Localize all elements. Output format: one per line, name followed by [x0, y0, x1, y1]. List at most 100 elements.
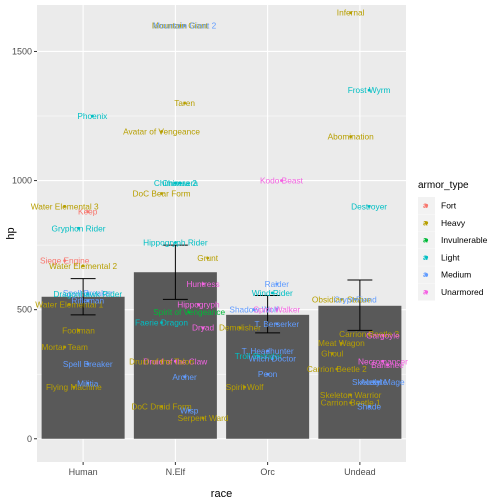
unit-label: Raider — [265, 279, 290, 289]
unit-point — [238, 326, 242, 330]
y-tick-label: 1500 — [12, 46, 32, 56]
unit-point — [372, 380, 376, 384]
unit-label: Grunt — [197, 253, 218, 263]
unit-point — [183, 375, 187, 379]
unit-label: Carrion Beetle 3 — [339, 329, 399, 339]
unit-point — [376, 380, 380, 384]
unit-point — [367, 204, 371, 208]
legend-key-glyph: a — [423, 253, 428, 262]
unit-point — [173, 181, 177, 185]
unit-point — [330, 352, 334, 355]
unit-point — [270, 357, 274, 361]
unit-label: Water Elemental 2 — [49, 261, 117, 271]
legend-key-glyph: a — [423, 218, 428, 227]
y-tick-label: 1000 — [12, 176, 32, 186]
unit-label: Skeletal Mage — [352, 377, 405, 387]
legend-label: Medium — [441, 270, 471, 280]
unit-label: Demolisher — [219, 323, 261, 333]
unit-label: DoC Druid Form — [131, 401, 191, 411]
unit-label: Druid of the Talon — [129, 356, 194, 366]
unit-point — [367, 405, 371, 408]
unit-point — [86, 292, 90, 296]
unit-label: Serpent Ward — [178, 413, 229, 423]
unit-point — [386, 363, 389, 367]
legend-title: armor_type — [418, 180, 469, 191]
unit-label: Spell Breaker — [63, 359, 113, 369]
legend-key-glyph: a — [423, 236, 428, 245]
unit-point — [270, 291, 274, 295]
legend-label: Fort — [441, 201, 457, 211]
unit-label: Taren — [174, 98, 195, 108]
unit-label: Avatar of Vengeance — [123, 127, 200, 137]
unit-labels: Keep Siege Engine Water Elemental 3 Water E… — [31, 8, 408, 423]
x-tick-label: Orc — [260, 467, 275, 477]
error-bars — [70, 244, 373, 334]
unit-label: Wind Rider — [252, 288, 293, 298]
unit-point — [340, 297, 343, 301]
unit-point — [335, 367, 339, 371]
unit-label: Faerie Dragon — [135, 318, 188, 328]
unit-point — [63, 345, 67, 349]
unit-label: Acolyte — [360, 377, 388, 387]
unit-point — [86, 381, 90, 385]
unit-label: Flying Machine — [46, 382, 102, 392]
unit-point — [275, 322, 279, 326]
unit-point — [349, 401, 353, 405]
unit-label: Spirit Walker — [253, 305, 300, 315]
unit-point — [178, 181, 182, 185]
unit-label: Dryad — [192, 323, 215, 333]
unit-label: Chimaera — [162, 178, 198, 188]
unit-point — [353, 297, 357, 301]
unit-label: Keep — [78, 207, 98, 217]
legend-key-point — [424, 290, 429, 294]
unit-label: Peon — [258, 369, 278, 379]
y-tick-label: 500 — [17, 305, 32, 315]
unit-label: Carrion Beetle 2 — [307, 364, 367, 374]
unit-label: Hippogryph Rider — [143, 238, 208, 248]
unit-point — [275, 308, 279, 312]
bar-nelf — [133, 272, 217, 439]
legend-key-point — [424, 221, 429, 225]
unit-label: Shade — [357, 401, 381, 411]
unit-point — [206, 256, 210, 260]
unit-point — [77, 226, 80, 230]
legend-label: Invulnerable — [441, 235, 488, 245]
unit-point — [63, 204, 67, 208]
unit-label: Water Elemental 3 — [31, 201, 99, 211]
unit-label: T. Berserker — [254, 319, 299, 329]
unit-label: Siege Engine — [40, 256, 90, 266]
y-axis-title: hp — [5, 227, 17, 239]
unit-point — [266, 349, 270, 353]
unit-point — [266, 372, 270, 376]
legend-key-glyph: a — [423, 270, 428, 279]
unit-point — [72, 385, 76, 389]
unit-label: Obsidian Statue — [312, 294, 371, 304]
unit-label: Carrion Beetle 1 — [321, 398, 381, 408]
unit-label: Crypt Fiend — [334, 294, 377, 304]
unit-point — [367, 88, 371, 92]
unit-label: Spirit of Vengeance — [153, 307, 225, 317]
unit-point — [81, 264, 85, 268]
legend-key-point — [424, 238, 429, 242]
unit-label: Necromancer — [358, 356, 408, 366]
unit-label: Spirit Wolf — [226, 382, 264, 392]
unit-point — [67, 303, 71, 306]
unit-label: Dragonhawk Rider — [53, 289, 122, 299]
unit-label: Troll Batrider — [235, 351, 282, 361]
unit-point — [86, 210, 90, 213]
unit-point — [201, 416, 205, 420]
unit-point — [86, 362, 90, 366]
unit-point — [160, 359, 163, 363]
y-tick-label: 0 — [27, 434, 32, 444]
x-tick-label: Undead — [344, 467, 376, 477]
legend-key-point — [424, 273, 429, 277]
unit-point — [63, 259, 67, 263]
x-tick-label: N.Elf — [166, 467, 186, 477]
unit-point — [280, 179, 283, 182]
unit-label: Infernal — [337, 8, 365, 18]
unit-label: Militia — [77, 378, 99, 388]
unit-point — [201, 326, 205, 330]
unit-label: Archer — [172, 372, 197, 382]
unit-label: Druid of the Claw — [144, 356, 209, 366]
unit-label: Abomination — [328, 132, 375, 142]
